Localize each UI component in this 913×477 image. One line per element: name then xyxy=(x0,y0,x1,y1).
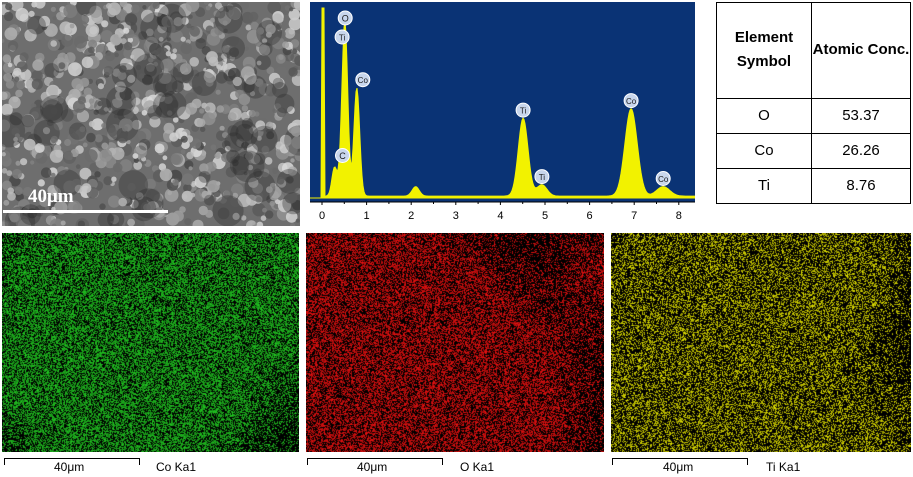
eds-spectrum: C O Ti Co Ti Ti Co Co 0 1 2 3 4 5 6 7 8 xyxy=(308,2,695,226)
o-map-label: O Ka1 xyxy=(460,460,495,474)
atomic-concentration-table: Element Symbol Atomic Conc. O 53.37 Co 2… xyxy=(716,2,911,205)
conc-cell: 8.76 xyxy=(811,167,911,205)
spectrum-trace xyxy=(310,7,695,199)
o-map-scale-bar xyxy=(307,458,443,465)
peak-label-text: C xyxy=(339,151,346,161)
o-map-canvas xyxy=(306,233,604,452)
o-map xyxy=(306,233,604,452)
table-row: Co 26.26 xyxy=(716,132,911,169)
peak-label: Co xyxy=(355,72,371,88)
peak-label: Ti xyxy=(515,102,531,118)
peak-label-text: Co xyxy=(658,175,669,184)
x-tick-label: 8 xyxy=(676,210,682,222)
x-tick-label: 5 xyxy=(542,210,548,222)
ti-map-label: Ti Ka1 xyxy=(766,460,801,474)
x-tick-label: 0 xyxy=(319,210,325,222)
conc-cell: 26.26 xyxy=(811,132,911,169)
co-map-scale-label: 40μm xyxy=(54,460,85,474)
table-row: Ti 8.76 xyxy=(716,167,911,205)
x-tick-label: 4 xyxy=(497,210,503,222)
ti-map-scale-bar xyxy=(612,458,748,465)
element-cell: O xyxy=(716,97,812,134)
element-cell: Co xyxy=(716,132,812,169)
table-row: O 53.37 xyxy=(716,97,911,134)
ti-map xyxy=(611,233,911,452)
peak-label-text: Co xyxy=(358,76,369,85)
peak-label: C xyxy=(335,148,350,163)
table-header-row: Element Symbol Atomic Conc. xyxy=(716,2,911,99)
x-tick-label: 6 xyxy=(587,210,593,222)
co-map-label: Co Ka1 xyxy=(156,460,197,474)
peak-label: Ti xyxy=(334,29,350,45)
spectrum-plot: C O Ti Co Ti Ti Co Co 0 1 2 3 4 5 6 7 8 xyxy=(310,2,695,222)
peak-label: O xyxy=(337,10,353,26)
peak-label: Co xyxy=(655,171,671,186)
element-cell: Ti xyxy=(716,167,812,205)
ti-map-scale-label: 40μm xyxy=(663,460,694,474)
header-element-symbol: Element Symbol xyxy=(716,2,812,99)
header-atomic-conc: Atomic Conc. xyxy=(811,2,911,99)
co-map-scale-bar xyxy=(4,458,140,465)
sem-scale-bar xyxy=(3,210,168,213)
peak-label: Ti xyxy=(534,169,550,185)
sem-scale-label: 40μm xyxy=(28,186,74,207)
o-map-scale-label: 40μm xyxy=(357,460,388,474)
peak-label-text: Ti xyxy=(520,107,527,116)
x-tick-label: 7 xyxy=(631,210,637,222)
co-map xyxy=(2,233,299,452)
conc-cell: 53.37 xyxy=(811,97,911,134)
peak-label-text: O xyxy=(342,14,349,24)
ti-map-canvas xyxy=(611,233,911,452)
peak-label: Co xyxy=(623,93,639,109)
x-tick-label: 2 xyxy=(408,210,414,222)
x-tick-label: 3 xyxy=(453,210,459,222)
peak-label-text: Ti xyxy=(539,173,546,182)
co-map-canvas xyxy=(2,233,299,452)
x-tick-label: 1 xyxy=(364,210,370,222)
peak-label-text: Ti xyxy=(339,34,346,43)
peak-label-text: Co xyxy=(626,97,637,106)
